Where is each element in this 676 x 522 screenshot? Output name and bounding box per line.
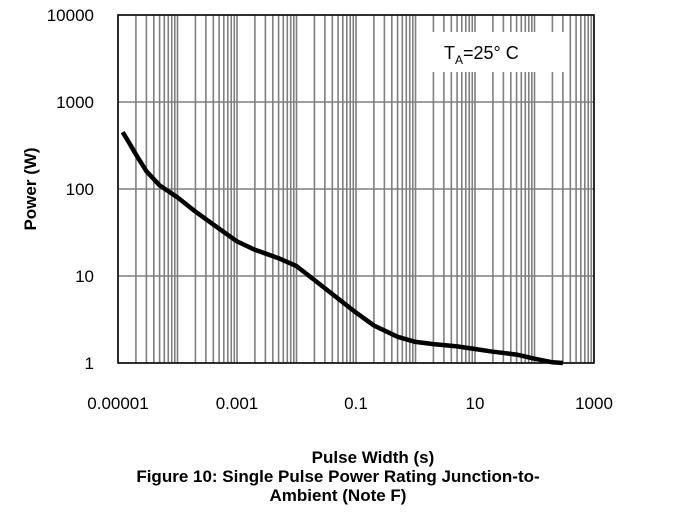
y-tick-label: 1 (85, 354, 94, 373)
grid-lines (117, 14, 595, 364)
y-tick-labels: 1 10 100 1000 10000 (47, 6, 94, 373)
x-axis-title: Pulse Width (s) (311, 448, 435, 467)
series-line (120, 131, 564, 366)
plot-frame (117, 14, 595, 364)
x-tick-label: 1000 (575, 394, 613, 413)
annotation-text: TA=25° C (444, 43, 519, 67)
annotation-main: T (444, 43, 455, 63)
x-tick-labels: 0.00001 0.001 0.1 10 1000 (87, 394, 613, 413)
y-axis-title: Power (W) (21, 147, 40, 230)
annotation-rest: =25° C (463, 43, 519, 63)
y-tick-label: 10000 (47, 6, 94, 25)
x-tick-label: 0.00001 (87, 394, 148, 413)
temperature-annotation: TA=25° C (432, 32, 568, 72)
annotation-subscript: A (455, 53, 463, 67)
x-tick-label: 10 (466, 394, 485, 413)
y-tick-label: 100 (66, 180, 94, 199)
x-tick-label: 0.1 (344, 394, 368, 413)
series-group (120, 131, 564, 366)
caption-line-1: Figure 10: Single Pulse Power Rating Jun… (136, 467, 540, 486)
x-tick-label: 0.001 (216, 394, 259, 413)
figure-caption: Pulse Width (s) Figure 10: Single Pulse … (0, 448, 676, 505)
y-tick-label: 10 (75, 267, 94, 286)
annotation-box (432, 32, 568, 72)
caption-line-2: Ambient (Note F) (269, 486, 407, 505)
power-vs-pulse-width-chart: 1 10 100 1000 10000 0.00001 0.001 0.1 10 1000 Po… (21, 6, 613, 413)
y-tick-label: 1000 (56, 93, 94, 112)
